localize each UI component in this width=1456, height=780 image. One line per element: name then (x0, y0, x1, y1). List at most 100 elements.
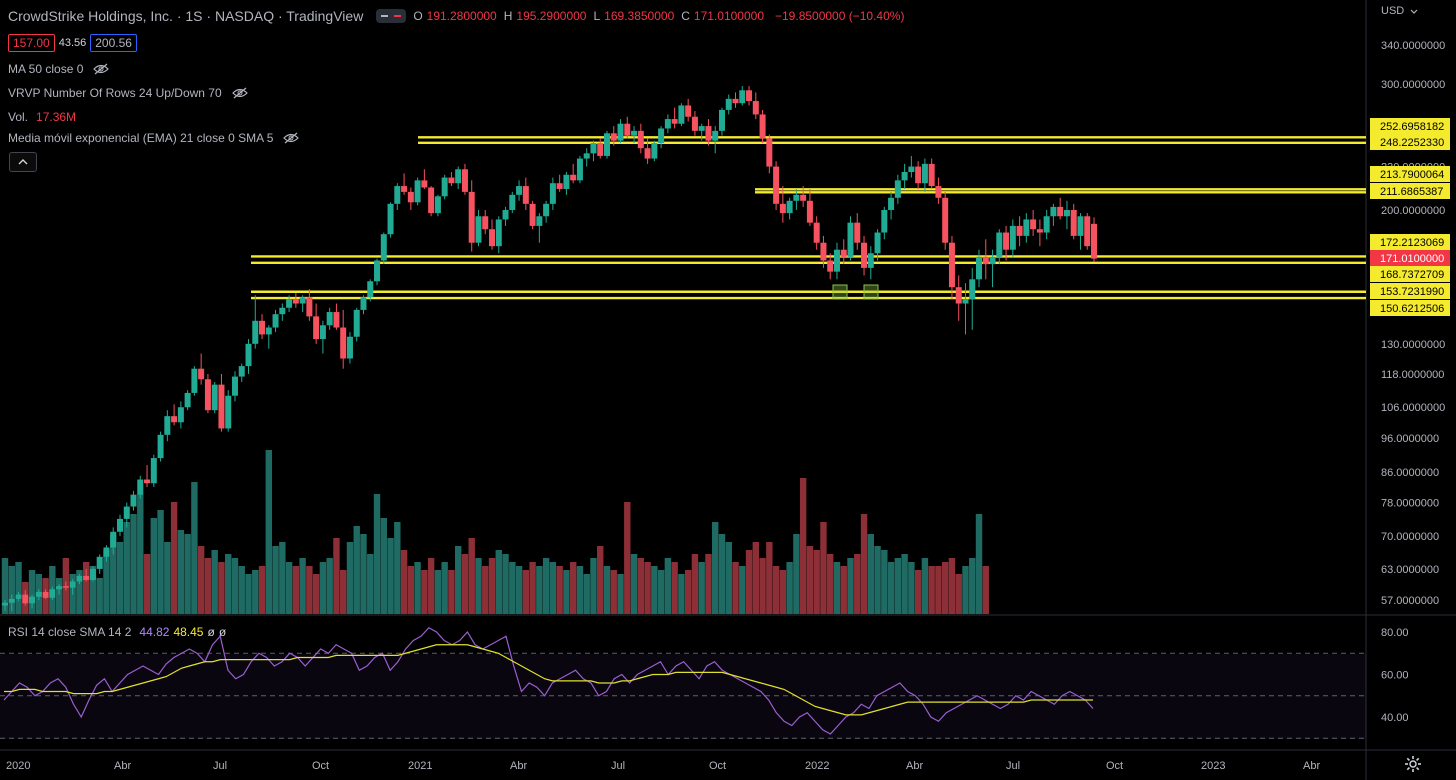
volume-bar (840, 566, 847, 614)
ma-indicator-label[interactable]: MA 50 close 0 (8, 62, 84, 76)
volume-bar (333, 538, 340, 614)
candle-body (1070, 209, 1077, 236)
volume-bar (218, 562, 225, 614)
candle-body (56, 586, 63, 590)
sell-price-button[interactable]: 157.00 (8, 34, 55, 52)
candle-body (543, 203, 550, 217)
volume-bar (827, 554, 834, 614)
candle-body (739, 90, 746, 104)
level-price-label: 211.6865387 (1380, 186, 1443, 198)
candle-body (942, 197, 949, 243)
gear-icon[interactable] (1403, 754, 1423, 774)
volume-bar (103, 550, 110, 614)
eye-hidden-icon[interactable] (93, 63, 110, 75)
volume-bar (881, 550, 888, 614)
candle-body (62, 586, 69, 588)
candle-body (549, 183, 556, 204)
time-tick-label: Abr (114, 760, 131, 772)
volume-indicator-label[interactable]: Vol. (8, 110, 29, 124)
currency-selector[interactable]: USD (1381, 5, 1418, 17)
symbol-title[interactable]: CrowdStrike Holdings, Inc. · 1S · NASDAQ… (8, 8, 364, 24)
candle-body (746, 90, 753, 102)
candle-body (150, 458, 157, 484)
candle-body (231, 376, 238, 396)
price-tick-label: 130.0000000 (1381, 339, 1445, 351)
volume-bar (901, 554, 908, 614)
candle-body (191, 368, 198, 393)
candle-body (313, 316, 320, 340)
highlight-box (863, 284, 879, 300)
volume-bar (285, 562, 293, 614)
volume-bar (157, 510, 164, 614)
volume-bar (150, 518, 158, 614)
volume-bar (252, 570, 259, 614)
candle-body (340, 327, 347, 359)
level-price-tag (1370, 283, 1450, 299)
candle-body (894, 180, 901, 198)
volume-bar (380, 518, 387, 614)
eye-hidden-icon[interactable] (283, 132, 300, 144)
level-price-tag (1370, 266, 1450, 282)
price-tick-label: 118.0000000 (1381, 369, 1444, 381)
buy-price-button[interactable]: 200.56 (90, 34, 137, 52)
price-tick-label: 78.0000000 (1381, 498, 1439, 510)
volume-bar (312, 574, 320, 614)
candle-body (110, 531, 117, 548)
candle-body (461, 169, 468, 192)
candle-body (948, 242, 955, 288)
volume-bar (164, 542, 171, 614)
volume-bar (617, 574, 624, 614)
low-label: L (593, 9, 601, 23)
volume-bar (110, 534, 117, 614)
volume-bar (502, 554, 509, 614)
volume-bar (793, 534, 800, 614)
ema-indicator-label[interactable]: Media móvil exponencial (EMA) 21 close 0… (8, 131, 274, 145)
highlight-boxes (832, 284, 879, 300)
candle-body (259, 320, 266, 335)
volume-bar (975, 514, 983, 614)
candle-body (103, 547, 110, 557)
volume-bar (624, 502, 631, 614)
last-price-tag (1370, 250, 1450, 266)
volume-bar (346, 542, 354, 614)
candle-body (144, 479, 151, 484)
volume-bar (184, 534, 191, 614)
volume-bar (941, 562, 949, 614)
rsi-extra-value: ø (218, 625, 227, 639)
candle-body (969, 279, 976, 300)
candle-body (265, 327, 272, 335)
low-value: 169.3850000 (604, 9, 675, 23)
volume-bar (732, 562, 739, 614)
candle-body (793, 194, 800, 201)
volume-bar (948, 558, 956, 614)
collapse-legend-button[interactable] (9, 152, 37, 172)
candle-body (563, 174, 570, 189)
candle-body (502, 209, 509, 220)
volume-bar (860, 514, 868, 614)
candle-body (847, 222, 854, 257)
volume-bar (326, 558, 333, 614)
volume-bar (691, 554, 699, 614)
candle-body (184, 392, 191, 408)
open-label: O (413, 9, 423, 23)
volume-bar (542, 558, 550, 614)
rsi-indicator-label[interactable]: RSI 14 close SMA 14 2 (8, 625, 132, 639)
vrvp-indicator-label[interactable]: VRVP Number Of Rows 24 Up/Down 70 (8, 86, 222, 100)
level-price-label: 213.7900064 (1380, 169, 1444, 181)
volume-bar (427, 558, 435, 614)
candle-body (725, 98, 732, 110)
level-price-label: 248.2252330 (1380, 137, 1444, 149)
flag-toggle-button[interactable] (376, 9, 407, 23)
candle-body (996, 232, 1003, 257)
volume-bar (921, 558, 929, 614)
eye-hidden-icon[interactable] (231, 87, 248, 99)
candle-body (360, 297, 367, 310)
candle-body (2, 602, 8, 606)
candle-body (475, 216, 482, 243)
high-label: H (503, 9, 513, 23)
volume-bar (245, 574, 252, 614)
candle-body (198, 368, 205, 380)
candle-body (346, 336, 353, 359)
candle-body (1036, 229, 1043, 233)
